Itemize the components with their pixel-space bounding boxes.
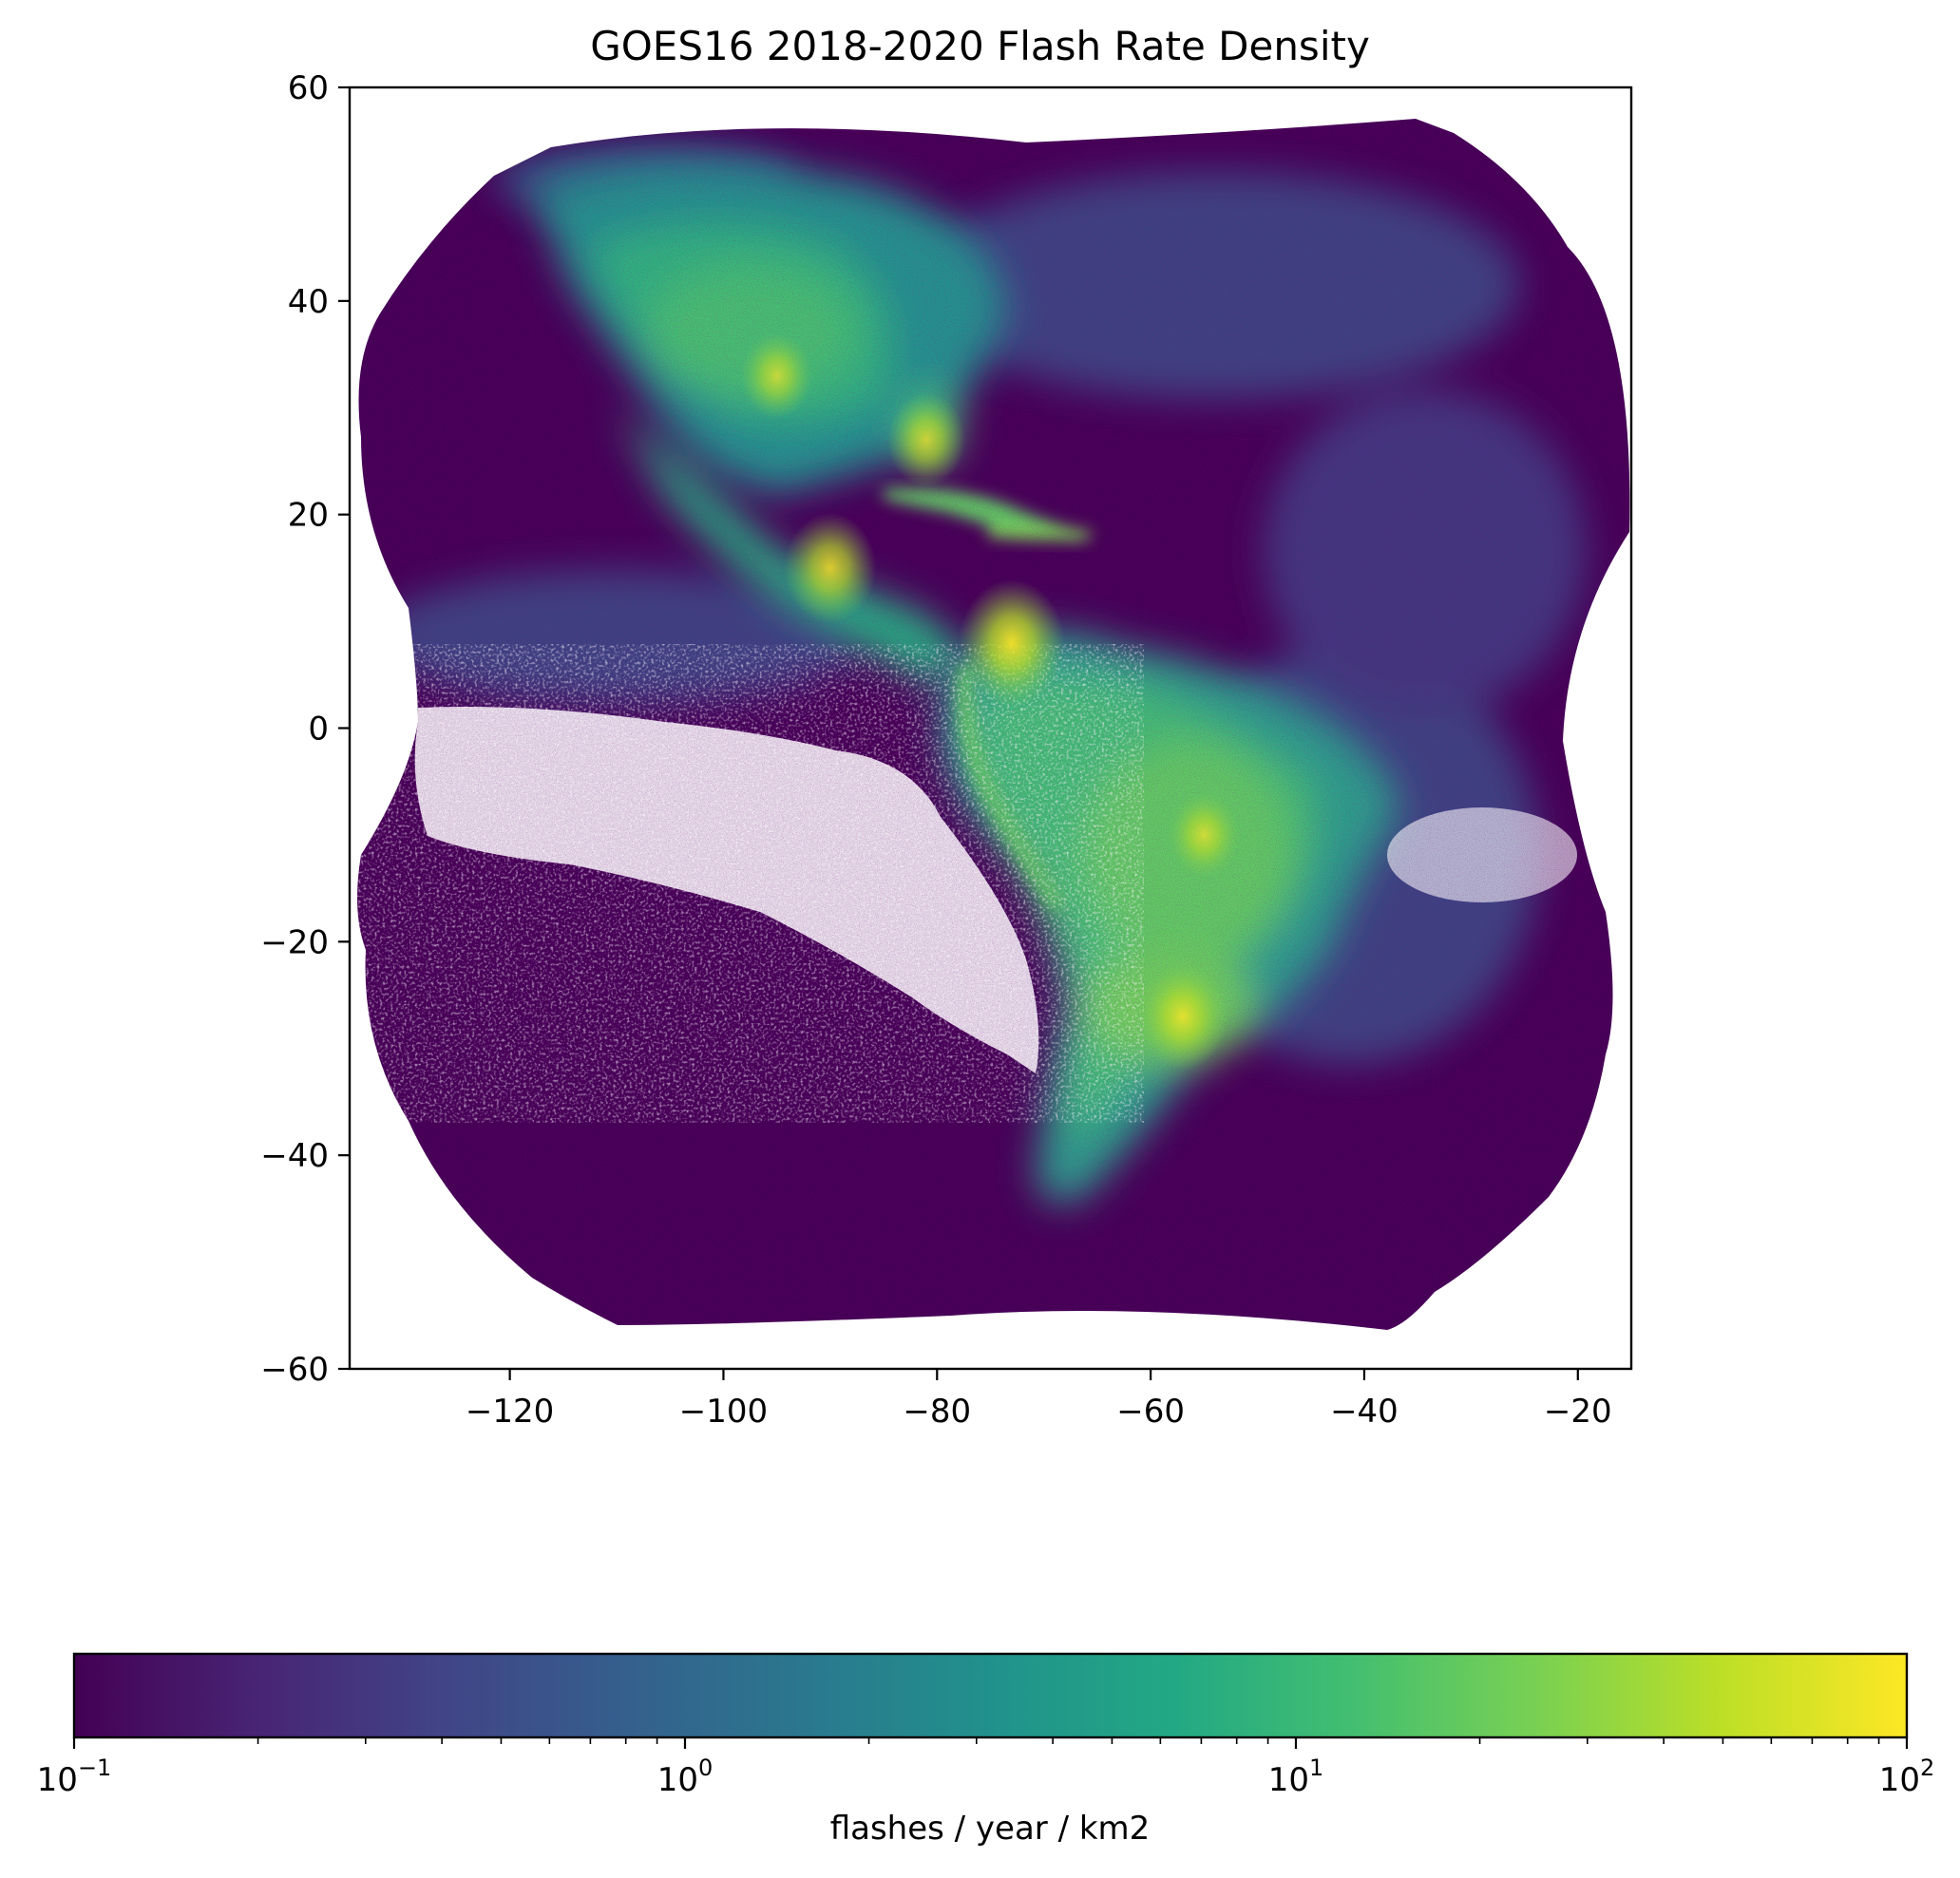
colorbar-tick-label: 10−1: [37, 1755, 112, 1799]
x-tick-label: −40: [1330, 1393, 1399, 1431]
colorbar-tick-label: 101: [1268, 1755, 1324, 1799]
y-tick-label: −40: [260, 1137, 329, 1175]
y-tick-label: −20: [260, 923, 329, 961]
x-tick-label: −20: [1544, 1393, 1612, 1431]
x-tick-label: −100: [679, 1393, 768, 1431]
y-tick-label: 40: [288, 283, 329, 321]
flash-hotspot: [959, 579, 1065, 707]
y-tick-label: 0: [308, 711, 329, 749]
y-axis: 60 40 20 0 −20 −40 −60: [260, 69, 350, 1389]
flash-hotspot: [886, 392, 966, 487]
chart-title: GOES16 2018-2020 Flash Rate Density: [590, 23, 1370, 69]
colorbar: [72, 1652, 1909, 1739]
x-axis: −120 −100 −80 −60 −40 −20: [466, 1369, 1612, 1431]
x-tick-label: −60: [1116, 1393, 1185, 1431]
y-tick-label: 20: [288, 497, 329, 535]
x-tick-label: −80: [903, 1393, 971, 1431]
colorbar-label: flashes / year / km2: [830, 1810, 1151, 1848]
y-tick-label: 60: [288, 69, 329, 107]
flash-hotspot: [1137, 962, 1227, 1071]
flash-hotspot: [740, 332, 813, 420]
colorbar-tick-label: 100: [657, 1755, 714, 1799]
hotspot-layer: [740, 332, 1241, 1071]
flash-hotspot: [784, 512, 877, 624]
flash-hotspot: [1168, 791, 1241, 879]
y-tick-label: −60: [260, 1351, 329, 1389]
x-tick-label: −120: [466, 1393, 554, 1431]
colorbar-ticks: 10−1 100 101 102: [37, 1737, 1935, 1799]
colorbar-tick-label: 102: [1879, 1755, 1935, 1799]
